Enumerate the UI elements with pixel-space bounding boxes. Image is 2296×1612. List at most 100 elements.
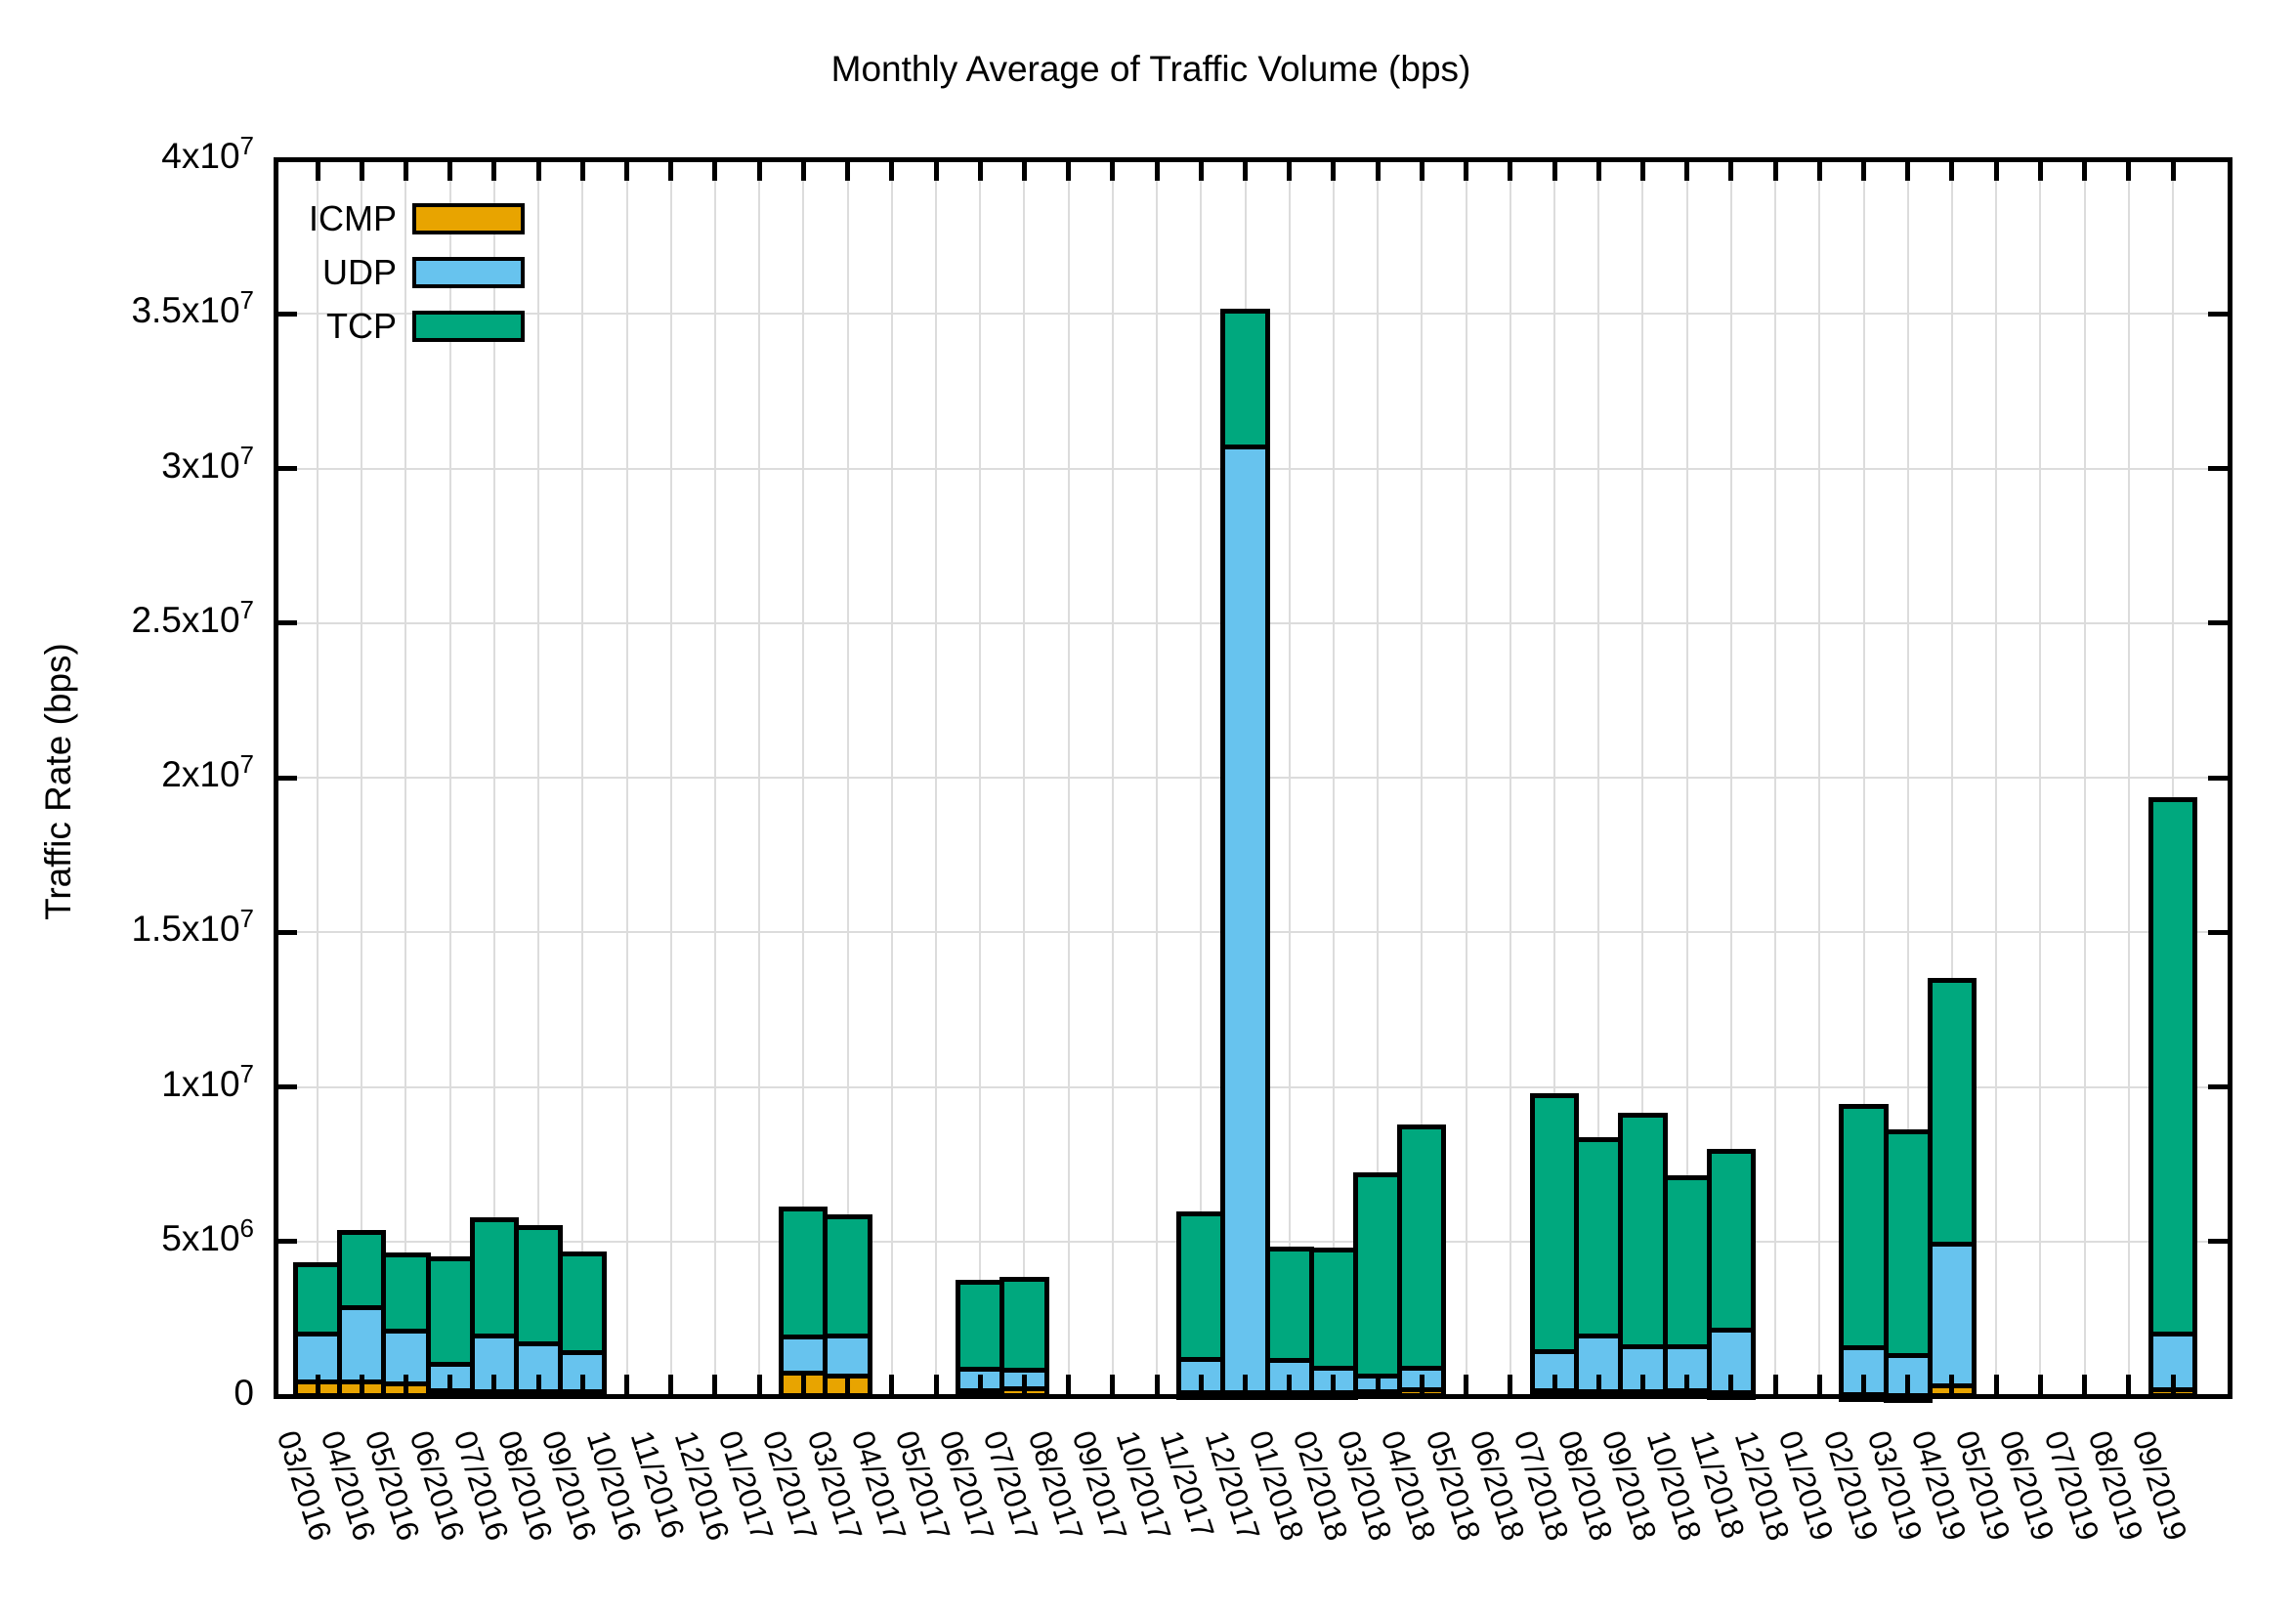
x-axis-top-tick xyxy=(1110,159,1116,181)
x-axis-tick xyxy=(1816,1375,1822,1396)
x-axis-top-tick xyxy=(800,159,806,181)
y-axis-tick xyxy=(276,620,297,626)
x-axis-tick xyxy=(491,1375,497,1396)
exponent: 7 xyxy=(239,1058,254,1088)
y-axis-tick xyxy=(276,775,297,781)
x-axis-tick xyxy=(1154,1375,1160,1396)
x-axis-top-tick xyxy=(1198,159,1204,181)
bar-segment-tcp xyxy=(1839,1104,1889,1351)
bar-segment-tcp xyxy=(1220,308,1270,449)
x-axis-tick xyxy=(535,1375,541,1396)
bar-segment-tcp xyxy=(292,1261,343,1337)
bar-segment-tcp xyxy=(513,1225,564,1346)
y-axis-tick-label: 3x107 xyxy=(161,440,254,486)
x-axis-tick xyxy=(1639,1375,1645,1396)
bar-segment-udp xyxy=(1927,1242,1977,1389)
x-axis-tick xyxy=(1198,1375,1204,1396)
x-axis-tick xyxy=(1595,1375,1601,1396)
bar-segment-tcp xyxy=(1662,1175,1712,1350)
y-axis-tick-label: 0 xyxy=(234,1373,254,1413)
x-axis-top-tick xyxy=(1375,159,1381,181)
x-axis-tick xyxy=(1419,1375,1424,1396)
exponent: 6 xyxy=(239,1212,254,1243)
legend-row-icmp: ICMP xyxy=(289,191,525,245)
x-axis-top-tick xyxy=(1021,159,1027,181)
x-axis-top-tick xyxy=(1993,159,1999,181)
y-axis-tick-label: 2x107 xyxy=(161,749,254,794)
x-axis-tick xyxy=(1021,1375,1027,1396)
y-gridline xyxy=(276,158,2230,160)
bar-segment-tcp xyxy=(1176,1211,1226,1362)
x-axis-tick xyxy=(1993,1375,1999,1396)
x-axis-tick xyxy=(1243,1375,1248,1396)
x-axis-tick xyxy=(403,1375,408,1396)
y-axis-right-tick xyxy=(2208,311,2230,317)
x-axis-tick xyxy=(1464,1375,1469,1396)
y-axis-right-tick xyxy=(2208,1084,2230,1089)
bar-segment-tcp xyxy=(779,1207,829,1340)
y-axis-right-tick xyxy=(2208,1239,2230,1245)
x-axis-top-tick xyxy=(1464,159,1469,181)
y-axis-right-tick xyxy=(2208,775,2230,781)
bar-segment-tcp xyxy=(469,1217,519,1338)
legend-swatch-icmp xyxy=(412,202,525,234)
x-axis-top-tick xyxy=(447,159,453,181)
x-axis-top-tick xyxy=(403,159,408,181)
x-axis-top-tick xyxy=(1154,159,1160,181)
x-axis-top-tick xyxy=(2170,159,2176,181)
x-axis-tick xyxy=(447,1375,453,1396)
y-axis-tick-label: 4x107 xyxy=(161,131,254,176)
legend-row-tcp: TCP xyxy=(289,299,525,353)
x-axis-tick xyxy=(977,1375,983,1396)
y-axis-right-tick xyxy=(2208,929,2230,935)
x-axis-top-tick xyxy=(889,159,895,181)
bar-segment-tcp xyxy=(999,1276,1049,1373)
x-axis-tick xyxy=(359,1375,364,1396)
y-axis-tick xyxy=(276,1084,297,1089)
x-axis-top-tick xyxy=(1419,159,1424,181)
x-axis-tick xyxy=(668,1375,674,1396)
bar-segment-tcp xyxy=(381,1252,431,1335)
x-axis-top-tick xyxy=(1816,159,1822,181)
legend-label-icmp: ICMP xyxy=(309,197,397,238)
x-axis-tick xyxy=(2170,1375,2176,1396)
legend-label-tcp: TCP xyxy=(326,305,397,346)
bar-segment-udp xyxy=(337,1305,387,1385)
x-axis-tick xyxy=(712,1375,718,1396)
x-axis-tick xyxy=(933,1375,939,1396)
x-axis-top-tick xyxy=(2037,159,2043,181)
exponent: 7 xyxy=(239,749,254,779)
x-axis-tick xyxy=(889,1375,895,1396)
x-axis-top-tick xyxy=(977,159,983,181)
x-axis-tick xyxy=(1861,1375,1866,1396)
x-axis-top-tick xyxy=(712,159,718,181)
x-axis-top-tick xyxy=(1287,159,1293,181)
x-axis-tick xyxy=(756,1375,762,1396)
legend-label-udp: UDP xyxy=(321,251,397,292)
x-axis-top-tick xyxy=(1243,159,1248,181)
x-axis-tick xyxy=(1110,1375,1116,1396)
bar-segment-tcp xyxy=(1529,1092,1580,1355)
x-axis-tick xyxy=(1949,1375,1955,1396)
x-axis-tick xyxy=(845,1375,851,1396)
x-axis-tick xyxy=(1905,1375,1911,1396)
bar-segment-tcp xyxy=(337,1229,387,1311)
y-axis-tick xyxy=(276,466,297,471)
x-axis-tick xyxy=(1066,1375,1072,1396)
bar-segment-tcp xyxy=(2147,796,2198,1336)
bar-segment-tcp xyxy=(1618,1113,1668,1349)
x-axis-top-tick xyxy=(2082,159,2088,181)
bar-segment-tcp xyxy=(1927,978,1977,1248)
x-axis-top-tick xyxy=(1728,159,1734,181)
x-axis-top-tick xyxy=(579,159,585,181)
exponent: 7 xyxy=(239,285,254,316)
y-axis-right-tick xyxy=(2208,1393,2230,1399)
bar-segment-tcp xyxy=(1308,1248,1359,1372)
x-axis-tick xyxy=(800,1375,806,1396)
x-axis-top-tick xyxy=(359,159,364,181)
bar-segment-tcp xyxy=(1883,1129,1933,1359)
bar-segment-udp xyxy=(1220,444,1270,1396)
x-axis-top-tick xyxy=(624,159,629,181)
y-axis-right-tick xyxy=(2208,620,2230,626)
bar-segment-tcp xyxy=(1397,1124,1447,1371)
